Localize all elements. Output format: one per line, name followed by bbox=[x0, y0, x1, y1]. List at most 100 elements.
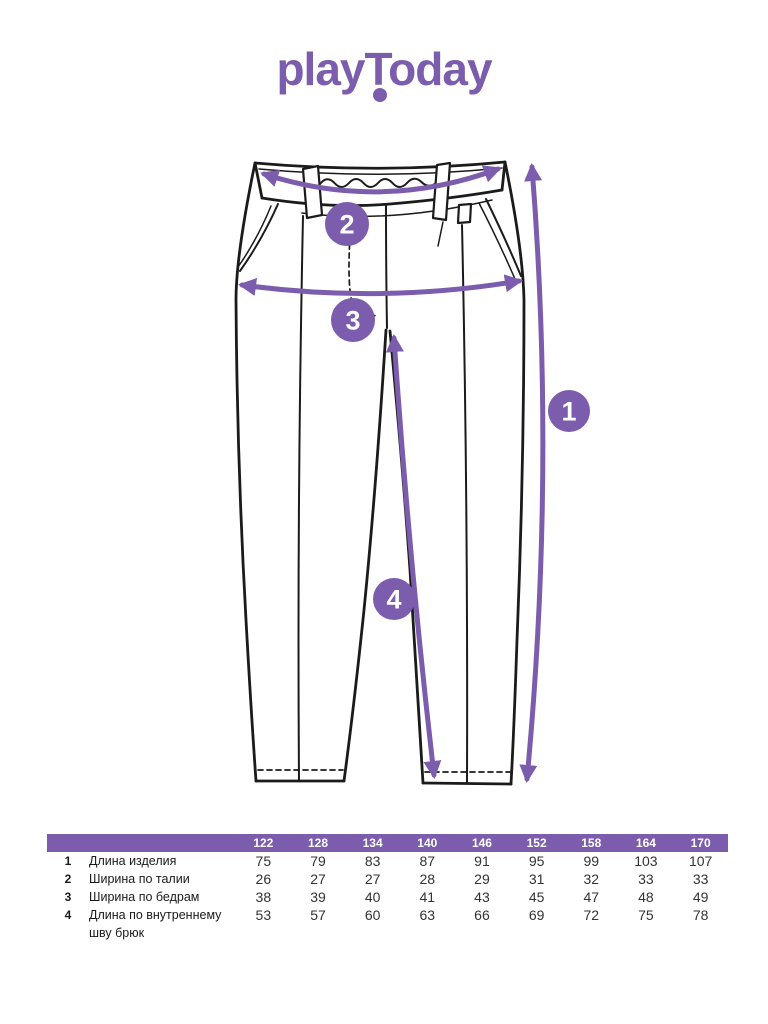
measure-marker-3: 3 bbox=[331, 298, 375, 342]
value-cell: 28 bbox=[419, 871, 436, 887]
crease-right bbox=[461, 224, 469, 784]
outseam-right bbox=[503, 160, 526, 786]
value-cell: 95 bbox=[528, 853, 545, 869]
value-cell: 27 bbox=[310, 871, 326, 887]
size-header-cell: 146 bbox=[454, 834, 510, 852]
measurement-arrows bbox=[238, 163, 546, 783]
value-cell: 83 bbox=[364, 853, 381, 869]
inseam-right bbox=[388, 329, 425, 785]
value-cell: 43 bbox=[474, 889, 490, 905]
row-label: Ширина по бедрам bbox=[89, 890, 200, 904]
size-header-cell: 140 bbox=[399, 834, 455, 852]
value-cell: 27 bbox=[364, 871, 381, 887]
belt-loop-left bbox=[301, 164, 324, 220]
size-header-cell: 134 bbox=[345, 834, 400, 852]
measure-marker-4: 4 bbox=[373, 578, 415, 620]
hem-right bbox=[421, 781, 513, 786]
measure-marker-1: 1 bbox=[548, 390, 590, 432]
size-header-cell: 170 bbox=[673, 834, 728, 852]
value-cell: 48 bbox=[638, 889, 654, 905]
table-row-hip: 3 Ширина по бедрам 38 39 40 41 43 45 47 … bbox=[47, 888, 728, 906]
waistband-left-end bbox=[253, 161, 264, 200]
size-header-cell: 128 bbox=[290, 834, 346, 852]
belt-loop-small bbox=[456, 202, 473, 225]
size-header-empty bbox=[47, 834, 236, 852]
value-cell: 72 bbox=[583, 907, 600, 923]
logo-dot bbox=[372, 88, 387, 102]
pocket-right-outer bbox=[485, 198, 522, 277]
value-cell: 33 bbox=[692, 871, 709, 887]
size-header-cell: 164 bbox=[618, 834, 674, 852]
table-row-length: 1 Длина изделия 75 79 83 87 91 95 99 103… bbox=[47, 852, 728, 870]
value-cell: 75 bbox=[255, 853, 272, 869]
value-cell: 29 bbox=[474, 871, 490, 887]
value-cell: 33 bbox=[638, 871, 654, 887]
waistband-right-end bbox=[500, 160, 507, 192]
value-cell: 103 bbox=[634, 853, 658, 869]
marker-number: 3 bbox=[345, 306, 360, 336]
arrow-inseam-length bbox=[385, 334, 442, 779]
marker-circle bbox=[373, 578, 415, 620]
value-cell: 87 bbox=[419, 853, 436, 869]
value-cell: 41 bbox=[419, 889, 436, 905]
value-cell: 60 bbox=[364, 907, 381, 923]
marker-number: 2 bbox=[339, 210, 354, 240]
row-label: Длина по внутреннему шву брюк bbox=[89, 908, 222, 940]
row-label: Длина изделия bbox=[89, 854, 177, 868]
pocket-left-inner bbox=[237, 205, 272, 268]
pants-sketch bbox=[234, 160, 526, 786]
row-number: 1 bbox=[64, 854, 72, 868]
marker-number: 1 bbox=[561, 397, 576, 427]
waistband-top-edge bbox=[253, 160, 507, 170]
brand-wordmark: playToday bbox=[276, 43, 493, 102]
value-cell: 40 bbox=[364, 889, 381, 905]
measurement-markers: 1 2 3 4 bbox=[325, 202, 590, 620]
value-cell: 26 bbox=[255, 871, 272, 887]
arrow-waist-width bbox=[260, 165, 502, 195]
row-number: 3 bbox=[64, 890, 72, 904]
elastic-wave bbox=[319, 177, 437, 188]
logo-text-part2: T bbox=[364, 43, 389, 95]
value-cell: 79 bbox=[310, 853, 326, 869]
value-cell: 99 bbox=[583, 853, 600, 869]
value-cell: 75 bbox=[638, 907, 654, 923]
size-header-cell: 158 bbox=[563, 834, 619, 852]
inseam-left bbox=[342, 328, 388, 783]
value-cell: 69 bbox=[528, 907, 545, 923]
value-cell: 39 bbox=[310, 889, 326, 905]
table-row-inseam: 4 Длина по внутреннему шву брюк 53 57 60… bbox=[47, 906, 728, 942]
value-cell: 38 bbox=[255, 889, 272, 905]
value-cell: 49 bbox=[692, 889, 709, 905]
marker-circle bbox=[325, 202, 369, 246]
value-cell: 53 bbox=[255, 907, 272, 923]
belt-loop-right bbox=[431, 161, 452, 222]
row-number: 2 bbox=[64, 872, 72, 886]
pocket-right-inner bbox=[478, 202, 516, 280]
value-cell: 57 bbox=[310, 907, 326, 923]
value-cell: 66 bbox=[474, 907, 490, 923]
table-row-waist: 2 Ширина по талии 26 27 27 28 29 31 32 3… bbox=[47, 870, 728, 888]
outseam-left bbox=[234, 161, 258, 783]
waist-dart-right bbox=[437, 221, 444, 247]
logo-text-part1: play bbox=[276, 43, 365, 95]
crease-left bbox=[297, 215, 304, 782]
value-cell: 31 bbox=[528, 871, 545, 887]
value-cell: 63 bbox=[419, 907, 436, 923]
row-label: Ширина по талии bbox=[89, 872, 190, 886]
size-header-cell: 122 bbox=[236, 834, 291, 852]
value-cell: 32 bbox=[583, 871, 600, 887]
arrow-hip-width bbox=[238, 274, 523, 297]
row-number: 4 bbox=[64, 908, 72, 922]
value-cell: 78 bbox=[692, 907, 709, 923]
value-cell: 107 bbox=[688, 853, 713, 869]
marker-number: 4 bbox=[386, 585, 401, 615]
pocket-left-outer bbox=[239, 203, 279, 272]
size-header-row: 122 128 134 140 146 152 158 164 170 bbox=[47, 834, 728, 852]
brand-logo: playToday bbox=[0, 43, 768, 102]
measure-marker-2: 2 bbox=[325, 202, 369, 246]
waistband-bottom-edge bbox=[260, 188, 504, 207]
arrow-garment-length bbox=[519, 163, 546, 783]
marker-circle bbox=[548, 390, 590, 432]
